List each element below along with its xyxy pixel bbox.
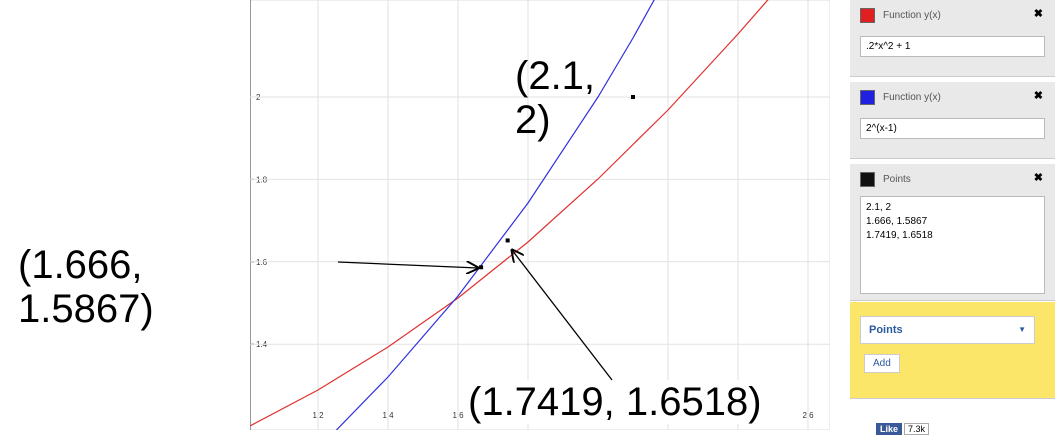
panel-label: Function y(x) — [883, 10, 941, 21]
sidebar: Function y(x) ✖ .2*x^2 + 1 Function y(x)… — [848, 0, 1063, 438]
like-button[interactable]: Like — [876, 423, 903, 435]
close[interactable]: ✖ — [1033, 8, 1043, 20]
annotation: (1.7419, 1.6518) — [468, 380, 762, 424]
expression-input[interactable]: 2^(x-1) — [860, 118, 1045, 139]
point-line: 1.666, 1.5867 — [866, 216, 928, 227]
like-widget: Like 7.3k — [876, 423, 930, 435]
blue-curve — [335, 0, 655, 430]
function-panel: Function y(x) ✖ 2^(x-1) — [850, 82, 1055, 159]
close[interactable]: ✖ — [1033, 172, 1043, 184]
red-curve — [250, 0, 769, 427]
type-dropdown[interactable]: Points ▼ — [860, 316, 1035, 344]
expression-input[interactable]: .2*x^2 + 1 — [860, 36, 1045, 57]
panel-label: Function y(x) — [883, 92, 941, 103]
point — [631, 95, 635, 99]
panel-label: Points — [883, 174, 911, 185]
close[interactable]: ✖ — [1033, 90, 1043, 102]
add-button[interactable]: Add — [864, 354, 900, 373]
point — [505, 238, 510, 243]
points-panel: Points ✖ 2.1, 2 1.666, 1.5867 1.7419, 1.65… — [850, 164, 1055, 301]
like-count: 7.3k — [904, 423, 930, 435]
annotation: (2.1, 2) — [515, 54, 596, 142]
points-input[interactable]: 2.1, 2 1.666, 1.5867 1.7419, 1.6518 — [860, 196, 1045, 294]
point — [479, 265, 484, 270]
add-panel: Points ▼ Add — [850, 302, 1055, 399]
dropdown-label: Points — [869, 324, 903, 336]
point-line: 2.1, 2 — [866, 202, 892, 213]
annotation: (1.666, 1.5867) — [18, 243, 154, 331]
point-line: 1.7419, 1.6518 — [866, 230, 933, 241]
function-panel: Function y(x) ✖ .2*x^2 + 1 — [850, 0, 1055, 77]
